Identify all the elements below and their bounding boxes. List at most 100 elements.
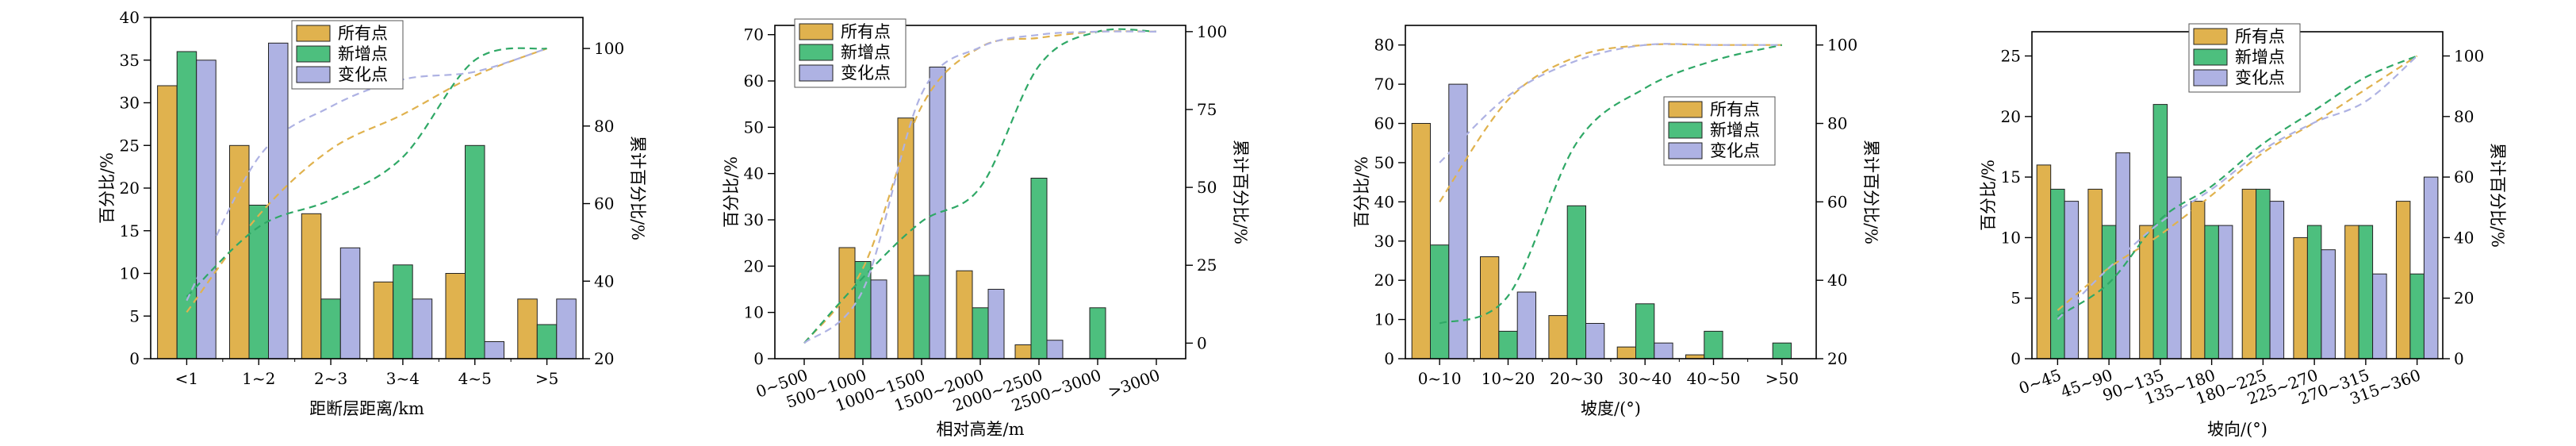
legend-swatch-3 bbox=[1668, 142, 1703, 160]
bar-4-s3-c1 bbox=[2064, 201, 2080, 359]
xtick-label: >50 bbox=[1765, 369, 1799, 388]
legend-label: 变化点 bbox=[1710, 141, 1760, 160]
y2tick-label: 80 bbox=[594, 117, 614, 136]
bar-3-s3-c1 bbox=[1448, 83, 1468, 359]
ytick-label: 10 bbox=[744, 303, 764, 322]
ytick-label: 5 bbox=[129, 306, 140, 325]
xtick-label: <1 bbox=[175, 369, 198, 388]
bar-4-s2-c5 bbox=[2256, 188, 2271, 359]
x-axis-title: 坡度/(°) bbox=[1581, 399, 1641, 418]
y2tick-label: 100 bbox=[1827, 36, 1857, 55]
ytick-label: 70 bbox=[1374, 75, 1394, 94]
xtick-label: 10~20 bbox=[1482, 369, 1535, 388]
xtick-label: 0~10 bbox=[1418, 369, 1462, 388]
ytick-label: 20 bbox=[2001, 107, 2021, 126]
bar-2-s1-c3 bbox=[897, 117, 914, 359]
bar-4-s1-c5 bbox=[2241, 188, 2257, 359]
bar-1-s3-c1 bbox=[196, 60, 217, 359]
y2tick-label: 40 bbox=[1827, 271, 1847, 290]
bar-1-s1-c3 bbox=[301, 213, 322, 359]
cumulative-line-4-s1 bbox=[2057, 55, 2418, 311]
legend-swatch-1 bbox=[2193, 28, 2228, 45]
cumulative-line-3-s3 bbox=[1439, 43, 1782, 163]
ytick-label: 15 bbox=[2001, 167, 2021, 186]
ytick-label: 0 bbox=[753, 349, 764, 368]
bar-4-s1-c2 bbox=[2087, 188, 2103, 359]
bar-1-s1-c2 bbox=[229, 144, 250, 359]
ytick-label: 10 bbox=[2001, 228, 2021, 247]
y2tick-label: 100 bbox=[2454, 47, 2484, 66]
bar-1-s2-c6 bbox=[536, 324, 558, 359]
bar-1-s2-c4 bbox=[393, 264, 413, 359]
y2tick-label: 20 bbox=[2454, 289, 2474, 308]
y2tick-label: 50 bbox=[1197, 178, 1217, 197]
bar-1-s3-c2 bbox=[268, 42, 289, 359]
bar-3-s2-c3 bbox=[1566, 205, 1586, 359]
bar-2-s3-c2 bbox=[870, 279, 887, 359]
bar-2-s3-c3 bbox=[929, 67, 946, 359]
chart-panel-1: 0 5 10 15 20 25 30 35 40 20 40 60 80 100 <1 1~2 2~3 3~4 4~… bbox=[98, 8, 647, 418]
legend-label: 变化点 bbox=[2235, 68, 2285, 87]
xtick-label: >5 bbox=[535, 369, 558, 388]
cumulative-line-3-s2 bbox=[1439, 44, 1783, 325]
y2tick-label: 60 bbox=[2454, 167, 2474, 186]
bar-3-s2-c4 bbox=[1635, 303, 1655, 359]
bar-4-s1-c8 bbox=[2395, 201, 2411, 359]
xtick-label: 4~5 bbox=[458, 369, 492, 388]
ytick-label: 40 bbox=[120, 8, 140, 27]
bar-3-s2-c5 bbox=[1704, 330, 1723, 359]
bar-1-s3-c5 bbox=[484, 341, 504, 359]
cumulative-line-1-s2 bbox=[186, 47, 547, 298]
y2tick-label: 60 bbox=[1827, 192, 1847, 211]
legend-swatch-2 bbox=[799, 44, 834, 61]
ytick-label: 80 bbox=[1374, 36, 1394, 55]
bar-4-s3-c6 bbox=[2321, 249, 2336, 359]
ytick-label: 20 bbox=[1374, 271, 1394, 290]
bar-2-s1-c2 bbox=[838, 247, 856, 359]
bar-4-s3-c4 bbox=[2218, 225, 2233, 359]
bar-3-s3-c2 bbox=[1516, 291, 1536, 359]
legend-label: 新增点 bbox=[1710, 121, 1760, 140]
y2tick-label: 25 bbox=[1197, 256, 1217, 275]
legend-label: 所有点 bbox=[1710, 100, 1760, 119]
x-axis-title: 相对高差/m bbox=[937, 420, 1025, 439]
x-axis-title: 坡向/(°) bbox=[2207, 420, 2267, 439]
bar-2-s1-c5 bbox=[1014, 344, 1032, 359]
bar-3-s1-c4 bbox=[1616, 346, 1636, 359]
legend-label: 新增点 bbox=[841, 43, 891, 62]
bar-4-s3-c3 bbox=[2167, 176, 2182, 359]
bar-1-s2-c5 bbox=[465, 144, 485, 359]
ytick-label: 50 bbox=[1374, 153, 1394, 172]
legend-swatch-1 bbox=[296, 25, 331, 42]
xtick-label: 40~50 bbox=[1687, 369, 1741, 388]
ytick-label: 10 bbox=[1374, 310, 1394, 329]
bar-4-s2-c2 bbox=[2101, 225, 2117, 359]
legend-label: 新增点 bbox=[338, 44, 388, 63]
legend-swatch-3 bbox=[2193, 69, 2228, 87]
cumulative-line-4-s3 bbox=[2057, 55, 2418, 321]
x-axis-title: 距断层距离/km bbox=[309, 399, 424, 418]
y2tick-label: 80 bbox=[2454, 107, 2474, 126]
cumulative-line-2-s2 bbox=[803, 28, 1157, 344]
ytick-label: 60 bbox=[744, 71, 764, 90]
y2tick-label: 80 bbox=[1827, 114, 1847, 133]
ytick-label: 25 bbox=[2001, 47, 2021, 66]
cumulative-line-1-s3 bbox=[186, 48, 547, 302]
bar-2-s2-c5 bbox=[1030, 178, 1048, 359]
ytick-label: 50 bbox=[744, 117, 764, 136]
legend-swatch-3 bbox=[799, 64, 834, 82]
xtick-label: 30~40 bbox=[1618, 369, 1672, 388]
bar-3-s1-c2 bbox=[1480, 256, 1500, 359]
cumulative-line-2-s3 bbox=[803, 30, 1157, 344]
ytick-label: 20 bbox=[120, 179, 140, 198]
bar-2-s3-c5 bbox=[1046, 340, 1064, 359]
bar-1-s3-c4 bbox=[412, 298, 433, 359]
y2tick-label: 100 bbox=[594, 39, 624, 58]
bar-4-s1-c6 bbox=[2293, 236, 2308, 359]
bar-2-s3-c4 bbox=[987, 289, 1005, 359]
legend-label: 所有点 bbox=[841, 22, 891, 41]
